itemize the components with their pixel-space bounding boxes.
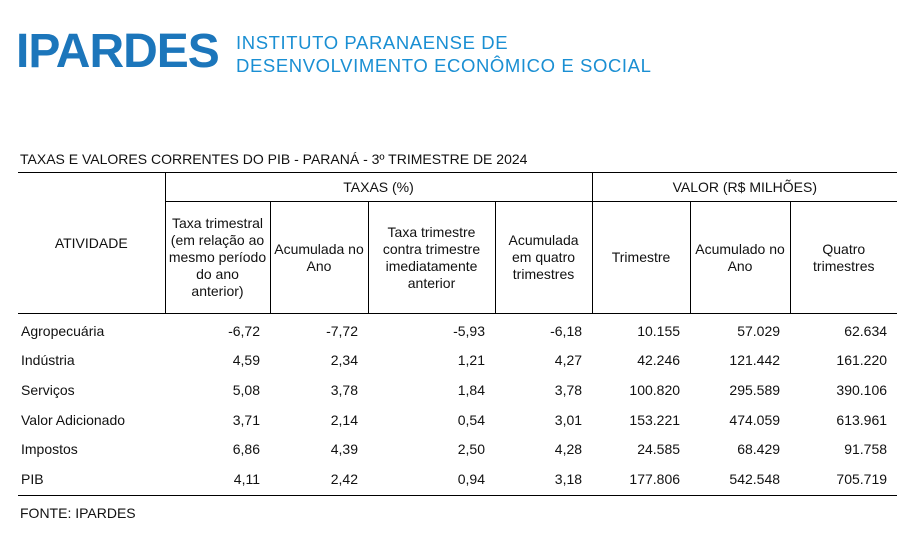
cell-value: 5,08: [232, 381, 260, 398]
source-note: FONTE: IPARDES: [20, 505, 136, 521]
row-label: Valor Adicionado: [21, 411, 126, 428]
cell-value: 542.548: [690, 463, 791, 496]
cell-value: 1,21: [457, 352, 485, 369]
row-label: Indústria: [21, 352, 75, 369]
cell-value: 390.106: [836, 381, 888, 398]
column-header: Quatro trimestres: [789, 201, 898, 314]
column-header: Acumulada no Ano: [269, 201, 368, 314]
cell-value: 3,71: [232, 411, 260, 428]
table-row: Impostos 6,86 4,39 2,50 4,28 24.585 68.429 91.7…: [18, 434, 897, 464]
cell-value: 705.719: [790, 463, 898, 496]
cell-value: 24.585: [637, 441, 681, 458]
group-header: VALOR (R$ MILHÕES): [591, 172, 898, 202]
cell-value: 613.961: [836, 411, 888, 428]
cell-value: 2,50: [457, 441, 485, 458]
table-row: Serviços 5,08 3,78 1,84 3,78 100.820 295.589 39…: [18, 375, 897, 405]
cell-value: 121.442: [729, 352, 781, 369]
cell-value: 2,42: [270, 463, 368, 496]
institute-name: DESENVOLVIMENTO ECONÔMICO E SOCIAL: [236, 55, 652, 76]
cell-value: 161.220: [836, 352, 888, 369]
row-label: Serviços: [21, 381, 75, 398]
cell-value: 0,54: [457, 411, 485, 428]
cell-value: 4,27: [554, 352, 583, 369]
row-label: Agropecuária: [21, 322, 105, 339]
cell-value: 153.221: [629, 411, 681, 428]
cell-value: 2,14: [330, 411, 358, 428]
column-header: Taxa trimestre contra trimestre imediata…: [367, 201, 495, 314]
cell-value: 4,59: [232, 352, 260, 369]
header-row: Taxa trimestral (em relação ao mesmo per…: [18, 201, 898, 314]
cell-value: 10.155: [637, 322, 681, 339]
row-label: PIB: [18, 463, 165, 496]
cell-value: -6,72: [228, 322, 260, 339]
cell-value: 3,01: [554, 411, 583, 428]
cell-value: 4,11: [165, 463, 270, 496]
column-header: Acumulado no Ano: [689, 201, 791, 314]
cell-value: -7,72: [326, 322, 358, 339]
table-row: Valor Adicionado 3,71 2,14 0,54 3,01 153.221 4…: [18, 405, 897, 435]
column-header: Trimestre: [591, 201, 691, 314]
cell-value: 68.429: [737, 441, 781, 458]
cell-value: 3,18: [495, 463, 593, 496]
cell-value: 474.059: [729, 411, 781, 428]
cell-value: 0,94: [368, 463, 495, 496]
cell-value: -5,93: [453, 322, 485, 339]
cell-value: 295.589: [729, 381, 781, 398]
table-row: Indústria 4,59 2,34 1,21 4,27 42.246 121.442 16…: [18, 346, 897, 376]
cell-value: 42.246: [637, 352, 681, 369]
cell-value: 3,78: [554, 381, 583, 398]
group-header: TAXAS (%): [164, 172, 593, 202]
stub-header: ATIVIDADE: [18, 172, 165, 314]
cell-value: 177.806: [592, 463, 691, 496]
institute-name: INSTITUTO PARANAENSE DE: [236, 32, 509, 53]
column-header: Acumulada em quatro trimestres: [494, 201, 593, 314]
cell-value: 91.758: [844, 441, 888, 458]
table-row: PIB 4,11 2,42 0,94 3,18 177.806 542.548 705.719: [18, 463, 898, 496]
cell-value: 57.029: [737, 322, 781, 339]
cell-value: 1,84: [457, 381, 485, 398]
cell-value: 3,78: [330, 381, 358, 398]
row-label: Impostos: [21, 441, 78, 458]
table-body: Agropecuária -6,72 -7,72 -5,93 -6,18 10.155 57…: [18, 314, 898, 496]
data-table: ATIVIDADE TAXAS (%) VALOR (R$ MILHÕES) Tax…: [18, 172, 898, 496]
cell-value: 100.820: [629, 381, 681, 398]
cell-value: 62.634: [844, 322, 888, 339]
cell-value: 4,28: [554, 441, 583, 458]
table-row: Agropecuária -6,72 -7,72 -5,93 -6,18 10.155 57…: [18, 314, 897, 346]
cell-value: 6,86: [232, 441, 260, 458]
header-row: ATIVIDADE TAXAS (%) VALOR (R$ MILHÕES): [18, 172, 898, 314]
column-header: Taxa trimestral (em relação ao mesmo per…: [164, 201, 270, 314]
table-title: TAXAS E VALORES CORRENTES DO PIB - PARAN…: [20, 151, 528, 167]
cell-value: 4,39: [330, 441, 358, 458]
cell-value: -6,18: [550, 322, 583, 339]
cell-value: 2,34: [330, 352, 358, 369]
logo: IPARDES: [16, 25, 220, 78]
